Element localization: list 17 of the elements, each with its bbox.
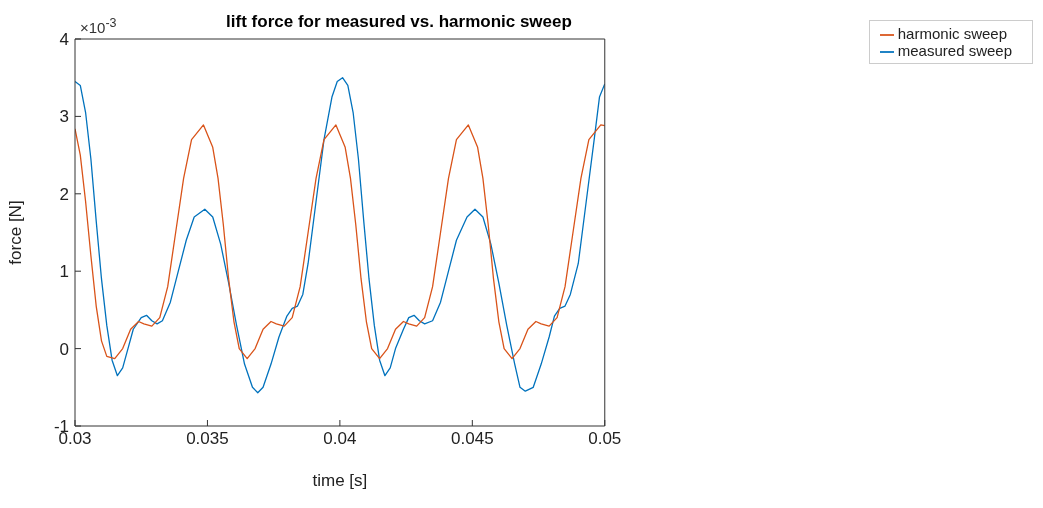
legend-label: harmonic sweep <box>897 25 1007 42</box>
y-tick-label: 1 <box>59 262 69 282</box>
x-tick-label: 0.05 <box>588 429 622 449</box>
line-series <box>75 77 605 394</box>
y-tick-label: 3 <box>59 107 69 127</box>
x-axis-title: time [s] <box>312 471 368 490</box>
text: ×10$^{-3}$ <box>80 16 117 36</box>
x-tick-label: 0.045 <box>451 429 494 449</box>
legend-label: measured sweep <box>897 42 1012 60</box>
y-tick-label: 4 <box>59 30 69 50</box>
y-axis-title: force [N] <box>6 200 26 265</box>
x-tick-label: 0.04 <box>323 429 357 449</box>
x-tick-label: 0.035 <box>186 429 229 449</box>
line-series <box>75 124 605 360</box>
y-tick-label: 2 <box>59 184 69 204</box>
chart-title: lift force for measured vs. harmonic sweep <box>226 12 572 31</box>
y-tick-label: 0 <box>59 339 69 359</box>
